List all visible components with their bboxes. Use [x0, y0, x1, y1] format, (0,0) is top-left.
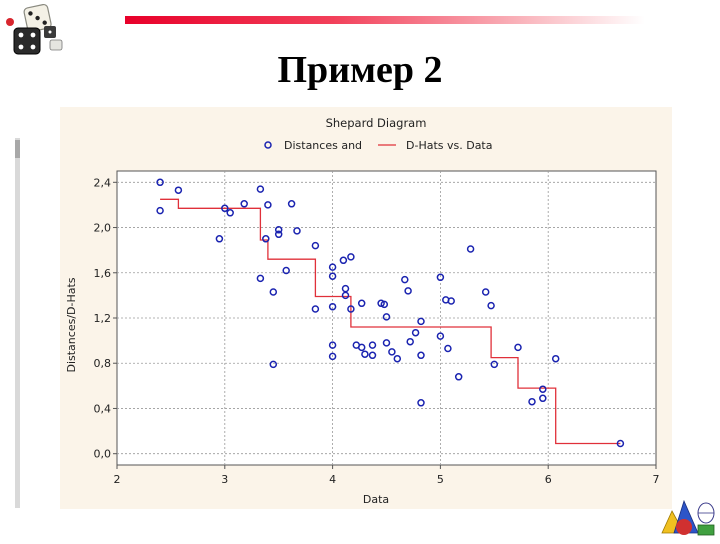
scatter-point-7 — [256, 185, 265, 193]
scatter-point-10 — [264, 201, 272, 209]
scatter-point-53 — [447, 297, 455, 305]
scatter-point-40 — [388, 348, 396, 356]
scatter-point-55 — [466, 245, 475, 253]
x-axis-label: Data — [363, 493, 389, 506]
chart-title: Shepard Diagram — [326, 116, 427, 130]
legend-label-distances: Distances and — [284, 139, 362, 152]
y-tick-label-6: 2,4 — [94, 176, 112, 189]
x-tick-label-2: 4 — [329, 473, 336, 486]
slide-title: Пример 2 — [277, 49, 443, 91]
scatter-point-59 — [514, 343, 522, 352]
scatter-point-31 — [357, 299, 366, 308]
y-tick-label-0: 0,0 — [94, 448, 112, 461]
scatter-point-34 — [368, 341, 377, 349]
scatter-point-16 — [287, 200, 296, 208]
x-tick-label-4: 6 — [545, 473, 552, 486]
scatter-point-15 — [282, 266, 290, 275]
scatter-point-41 — [393, 354, 402, 363]
scatter-point-27 — [341, 291, 350, 300]
scatter-point-52 — [444, 344, 452, 353]
x-tick-labels: 2 3 4 5 6 7 — [114, 473, 660, 486]
chart-panel: Shepard Diagram Distances and D-Hats vs.… — [60, 107, 672, 509]
y-tick-label-1: 0,4 — [94, 402, 112, 415]
scatter-point-20 — [328, 263, 337, 271]
y-tick-label-5: 2,0 — [94, 222, 112, 235]
scatter-point-49 — [436, 273, 445, 282]
x-tick-label-1: 3 — [221, 473, 228, 486]
scatter-point-47 — [417, 351, 425, 360]
scatter-point-62 — [539, 394, 547, 403]
scatter-point-12 — [269, 288, 278, 296]
scatter-point-24 — [328, 352, 337, 361]
scatter-point-19 — [311, 305, 320, 313]
grid — [113, 171, 657, 469]
dhats-step-line — [160, 198, 621, 445]
scatter-point-35 — [368, 351, 377, 360]
scatter-point-50 — [436, 332, 445, 340]
scatter-point-48 — [417, 399, 425, 407]
scatter-point-54 — [454, 373, 463, 381]
x-tick-label-3: 5 — [437, 473, 444, 486]
dice-logo — [4, 2, 66, 62]
scatter-point-9 — [262, 235, 270, 243]
x-tick-label-5: 7 — [653, 473, 660, 486]
x-tick-label-0: 2 — [114, 473, 121, 486]
scatter-point-25 — [339, 256, 348, 265]
scatter-point-1 — [156, 206, 164, 215]
scatter-point-32 — [357, 343, 366, 352]
y-axis-label: Distances/D-Hats — [65, 277, 78, 372]
scatter-point-42 — [401, 275, 409, 284]
scatter-point-57 — [487, 301, 495, 310]
scatter-point-26 — [341, 284, 350, 293]
y-tick-label-3: 1,2 — [94, 312, 112, 325]
scatter-point-46 — [417, 317, 425, 326]
title-accent-bar — [125, 16, 645, 24]
scatter-point-23 — [328, 341, 337, 349]
scatter-point-5 — [226, 209, 234, 217]
scatter-point-38 — [382, 313, 391, 321]
scatter-point-17 — [293, 227, 301, 235]
scatter-point-18 — [311, 241, 320, 250]
scatter-point-0 — [156, 178, 164, 187]
scatter-point-14 — [274, 230, 283, 239]
scatter-point-6 — [240, 200, 248, 208]
legend-label-dhats: D-Hats vs. Data — [406, 139, 493, 152]
scatter-point-22 — [328, 302, 337, 311]
scatter-point-8 — [256, 274, 265, 283]
legend-marker-distances — [264, 141, 272, 149]
shepard-chart: Shepard Diagram Distances and D-Hats vs.… — [65, 116, 660, 506]
scatter-point-21 — [328, 272, 337, 280]
scatter-point-3 — [215, 235, 224, 243]
scatter-point-61 — [539, 385, 547, 393]
left-decorative-line — [15, 138, 20, 508]
scatter-point-56 — [481, 288, 490, 296]
scatter-point-33 — [361, 350, 369, 358]
geometric-shapes-decoration — [658, 497, 718, 539]
scatter-point-58 — [490, 360, 499, 369]
scatter-point-39 — [382, 339, 391, 347]
scatter-point-64 — [616, 439, 625, 448]
scatter-point-63 — [551, 354, 560, 363]
y-tick-label-2: 0,8 — [94, 357, 112, 370]
left-decorative-line-accent — [15, 140, 20, 158]
y-tick-labels: 0,0 0,4 0,8 1,2 1,6 2,0 2,4 — [94, 176, 112, 460]
legend: Distances and D-Hats vs. Data — [264, 139, 493, 152]
step-line — [160, 198, 621, 445]
scatter-point-29 — [347, 305, 355, 313]
scatter-point-28 — [347, 253, 355, 261]
scatter-point-4 — [221, 204, 229, 213]
scatter-points — [156, 178, 625, 448]
scatter-point-45 — [411, 328, 420, 337]
scatter-point-11 — [269, 360, 278, 369]
scatter-point-13 — [274, 226, 283, 234]
scatter-point-44 — [406, 337, 414, 346]
scatter-point-43 — [404, 287, 412, 295]
scatter-point-37 — [380, 300, 389, 309]
scatter-point-60 — [528, 397, 536, 406]
y-tick-label-4: 1,6 — [94, 267, 112, 280]
scatter-point-2 — [174, 186, 183, 194]
